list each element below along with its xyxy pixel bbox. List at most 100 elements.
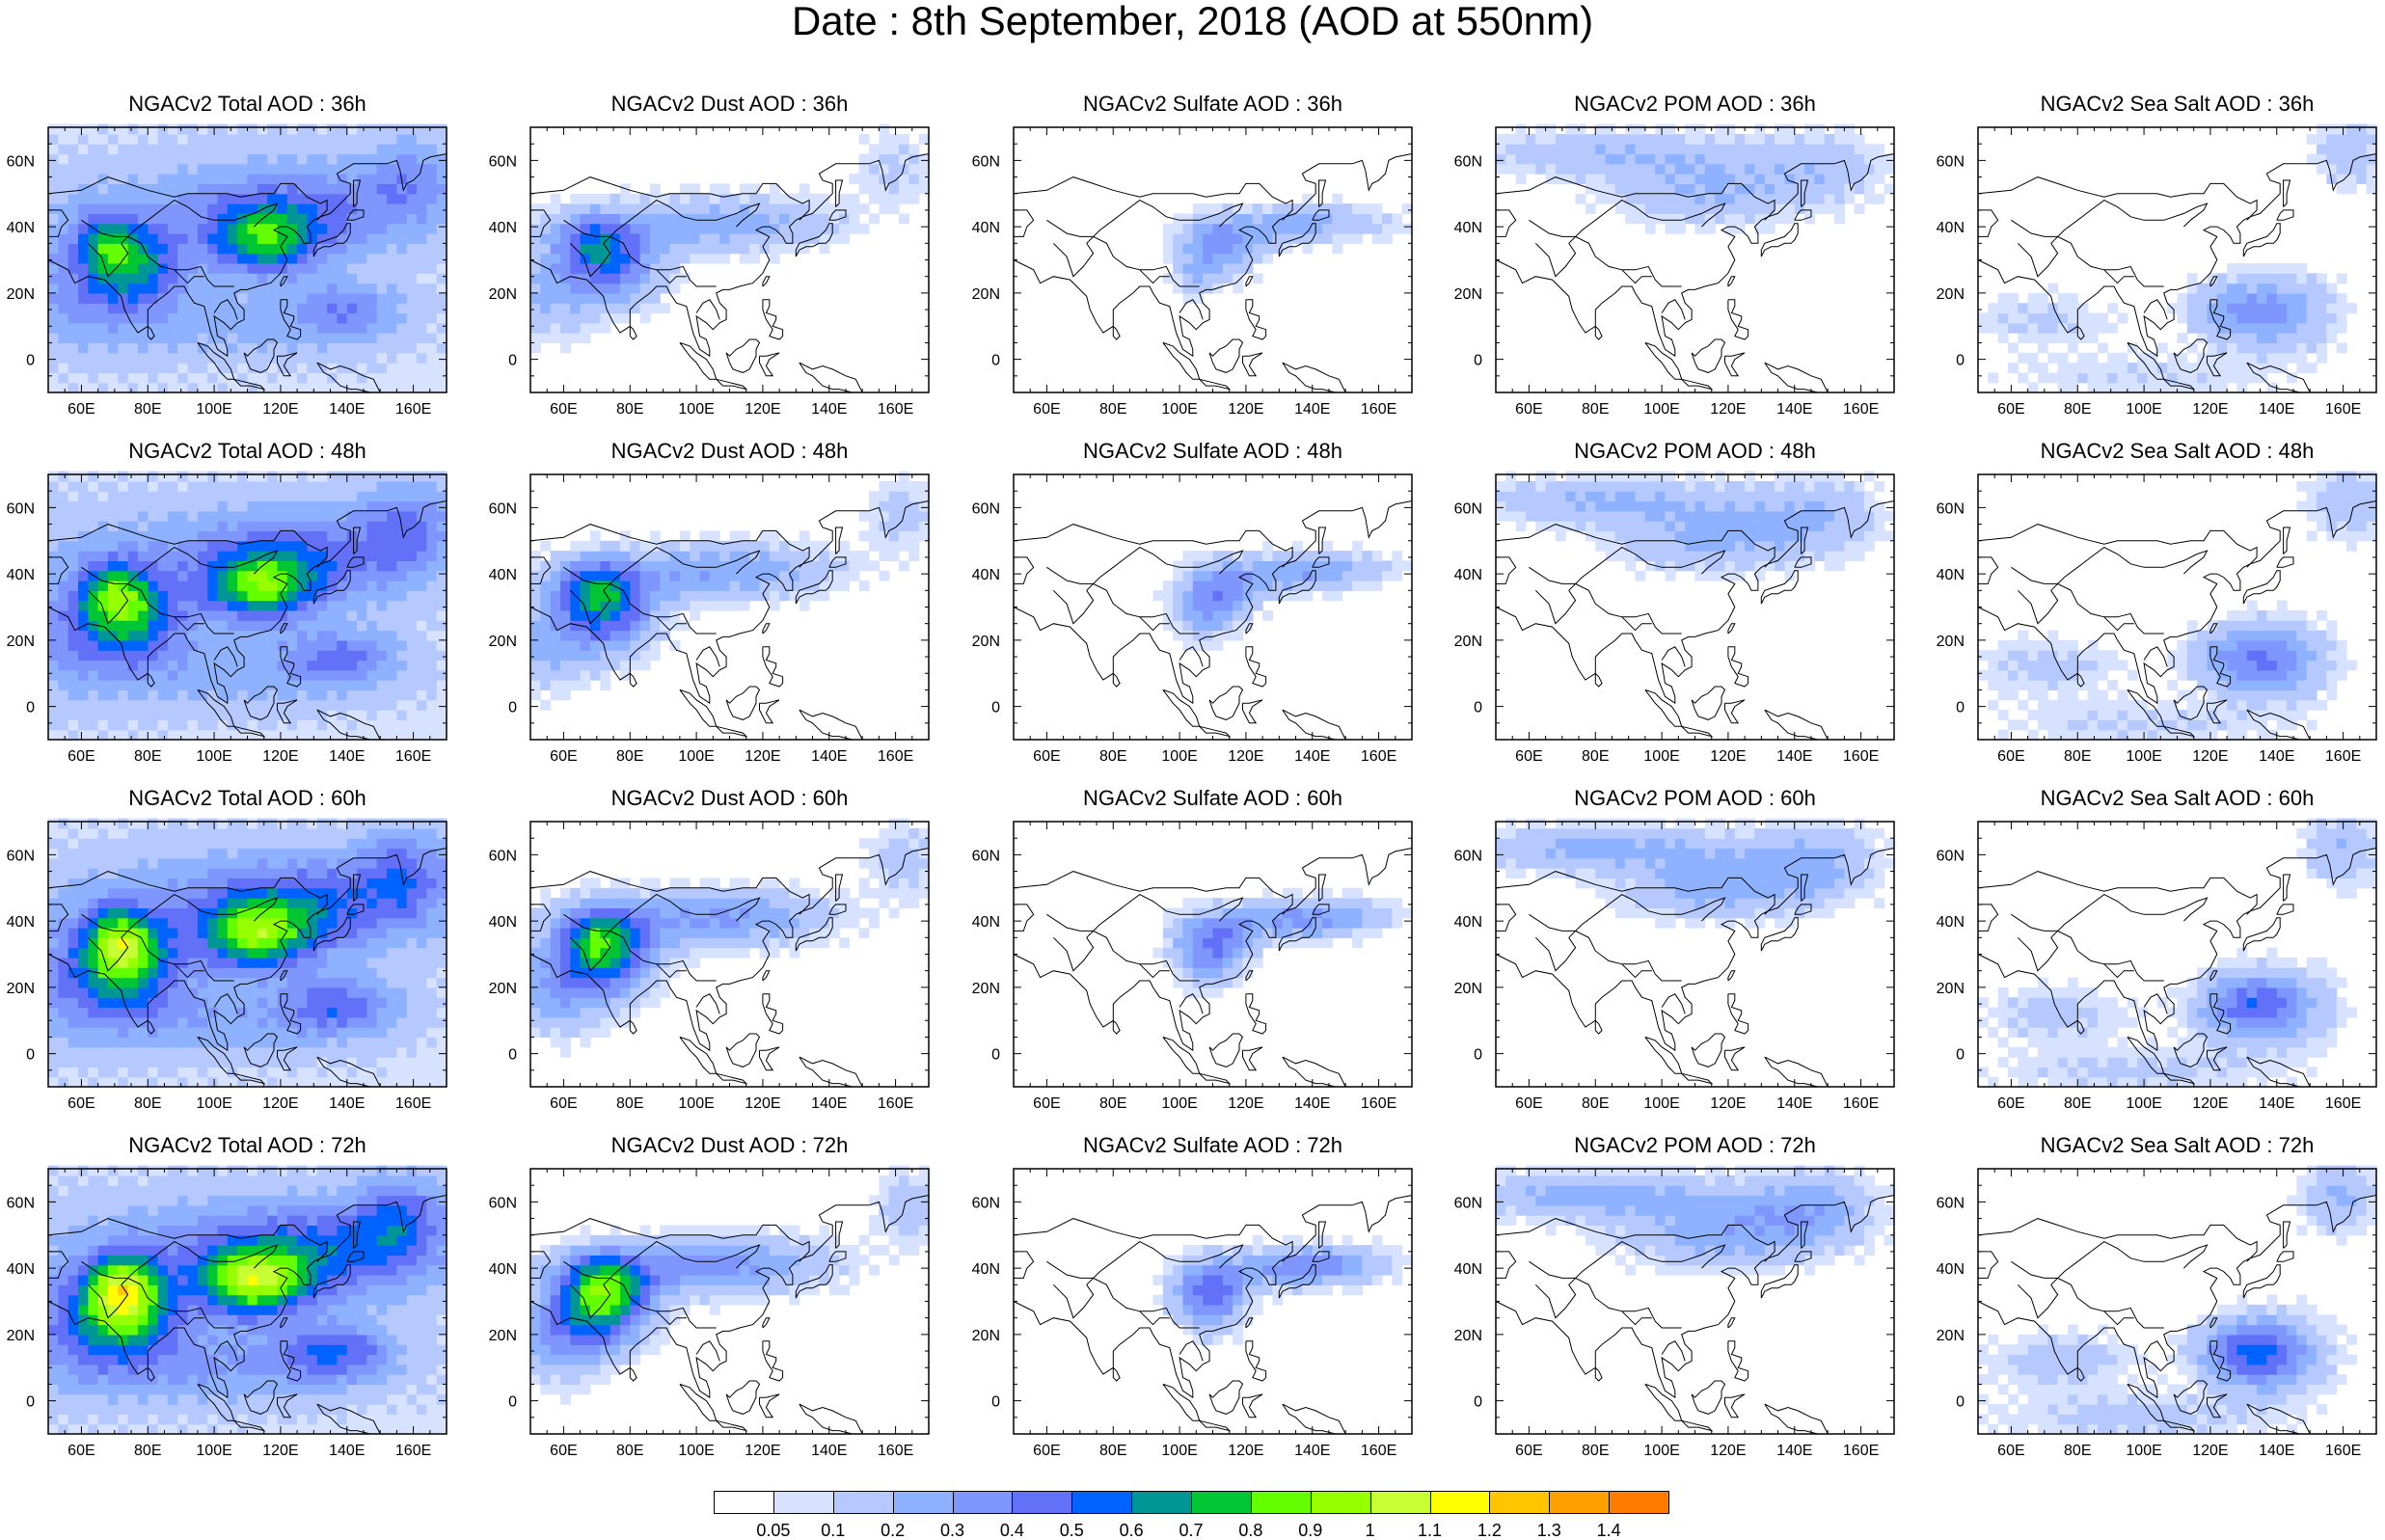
lon-tick-label: 160E [1361,748,1396,765]
lon-tick-label: 100E [678,1443,714,1459]
aod-field [530,1166,930,1405]
lon-tick-label: 140E [329,1095,365,1112]
lon-tick-label: 80E [616,1095,643,1112]
lon-tick-label: 100E [678,401,714,418]
lon-tick-label: 160E [1361,1095,1396,1112]
aod-field [530,472,930,711]
colorbar [714,1491,1668,1516]
lon-tick-label: 160E [2325,401,2361,418]
lon-tick-label: 120E [262,401,298,418]
lat-tick-label: 40N [1937,220,1965,236]
lon-tick-label: 80E [1582,1095,1609,1112]
lon-tick-label: 160E [2325,1095,2361,1112]
lon-tick-label: 60E [68,1095,95,1112]
lon-tick-label: 60E [1033,1443,1060,1459]
lat-tick-label: 0 [991,353,1000,369]
colorbar-label: 1.3 [1537,1522,1561,1539]
panel-title-sulfate-60h: NGACv2 Sulfate AOD : 60h [1014,787,1412,810]
lon-tick-label: 140E [811,401,847,418]
colorbar-box [1191,1491,1252,1514]
lon-tick-label: 100E [196,1095,231,1112]
aod-field [1496,124,1895,234]
lon-tick-label: 160E [878,1443,913,1459]
colorbar-label: 0.2 [881,1522,905,1539]
lat-tick-label: 20N [1937,286,1965,303]
colorbar-label: 1.2 [1477,1522,1502,1539]
colorbar-box [1370,1491,1431,1514]
colorbar-label: 0.8 [1238,1522,1262,1539]
lon-tick-label: 160E [395,1443,431,1459]
panel-title-sea-salt-72h: NGACv2 Sea Salt AOD : 72h [1978,1134,2376,1157]
lat-tick-label: 60N [1937,500,1965,517]
lon-tick-label: 80E [1099,748,1126,765]
lat-tick-label: 20N [972,286,1000,303]
panel-title-sulfate-48h: NGACv2 Sulfate AOD : 48h [1014,440,1412,463]
lon-tick-label: 140E [811,1095,847,1112]
colorbar-box [1131,1491,1192,1514]
lon-tick-label: 120E [745,1095,780,1112]
aod-field [1978,1166,2377,1435]
lon-tick-label: 160E [2325,1443,2361,1459]
lat-tick-label: 0 [991,1394,1000,1411]
lon-tick-label: 60E [1515,748,1542,765]
lon-tick-label: 120E [1710,748,1746,765]
lon-tick-label: 80E [1582,748,1609,765]
lon-tick-label: 60E [1033,1095,1060,1112]
panel-title-sea-salt-60h: NGACv2 Sea Salt AOD : 60h [1978,787,2376,810]
colorbar-label: 1.4 [1597,1522,1621,1539]
lon-tick-label: 100E [1161,1443,1197,1459]
lat-tick-label: 40N [1937,567,1965,583]
colorbar-label: 0.6 [1120,1522,1144,1539]
colorbar-box [1430,1491,1491,1514]
lat-tick-label: 20N [1454,634,1482,650]
lon-tick-label: 120E [1710,1443,1746,1459]
panel-title-sulfate-36h: NGACv2 Sulfate AOD : 36h [1014,93,1412,116]
lon-tick-label: 100E [1643,401,1679,418]
lat-tick-label: 60N [7,500,35,517]
lat-tick-label: 20N [7,634,35,650]
colorbar-box [833,1491,894,1514]
lat-tick-label: 60N [1454,1195,1482,1211]
lat-tick-label: 60N [972,848,1000,864]
lat-tick-label: 20N [1937,1328,1965,1344]
lon-tick-label: 160E [878,401,913,418]
lon-tick-label: 80E [134,1443,161,1459]
lon-tick-label: 140E [329,1443,365,1459]
lon-tick-label: 80E [2064,1443,2091,1459]
lat-tick-label: 40N [489,914,517,931]
colorbar-box [893,1491,954,1514]
lon-tick-label: 100E [1643,1095,1679,1112]
lon-tick-label: 80E [616,1443,643,1459]
lon-tick-label: 60E [1515,401,1542,418]
panel-title-dust-72h: NGACv2 Dust AOD : 72h [530,1134,929,1157]
panel-title-pom-48h: NGACv2 POM AOD : 48h [1496,440,1894,463]
lat-tick-label: 0 [508,700,517,716]
aod-field [48,472,447,741]
lat-tick-label: 60N [7,1195,35,1211]
aod-field [48,124,447,393]
lon-tick-label: 160E [395,1095,431,1112]
lat-tick-label: 0 [508,353,517,369]
panel-title-total-48h: NGACv2 Total AOD : 48h [48,440,447,463]
lon-tick-label: 120E [745,401,780,418]
colorbar-label: 0.3 [940,1522,964,1539]
lat-tick-label: 0 [991,1047,1000,1064]
lon-tick-label: 120E [262,748,298,765]
lat-tick-label: 0 [1956,1047,1965,1064]
aod-field [48,819,447,1088]
lon-tick-label: 140E [1776,1443,1812,1459]
lon-tick-label: 60E [550,1443,577,1459]
panel-title-pom-60h: NGACv2 POM AOD : 60h [1496,787,1894,810]
lon-tick-label: 80E [2064,1095,2091,1112]
lon-tick-label: 140E [2259,1443,2294,1459]
lat-tick-label: 40N [1454,567,1482,583]
lat-tick-label: 0 [508,1047,517,1064]
lon-tick-label: 120E [262,1095,298,1112]
